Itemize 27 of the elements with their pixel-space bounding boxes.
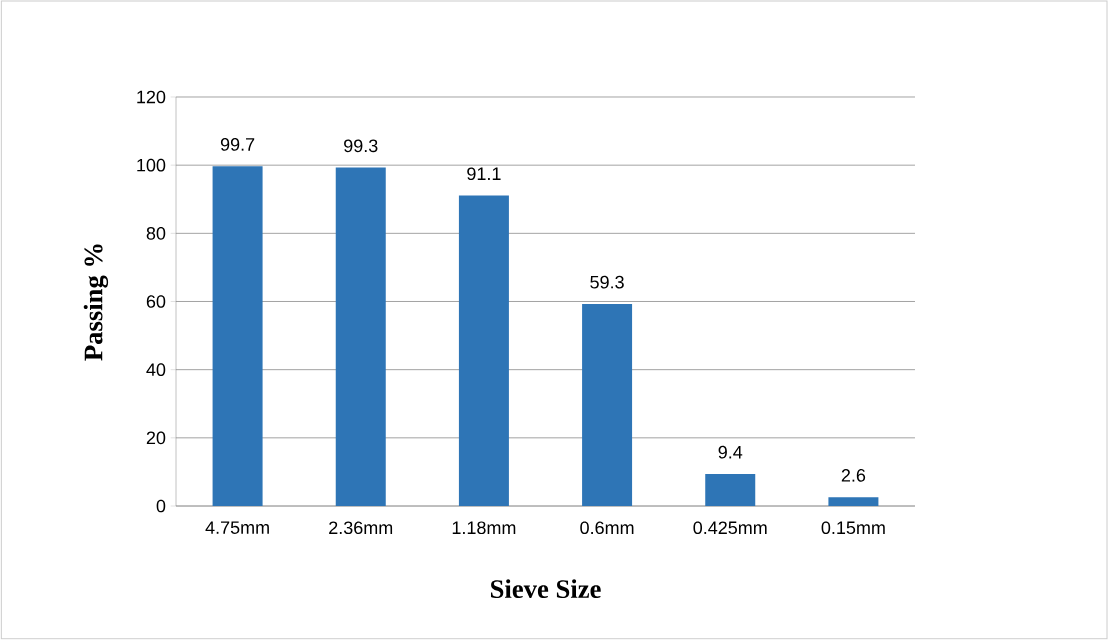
x-tick-label: 0.6mm [580,521,634,535]
x-axis-title: Sieve Size [491,579,601,599]
y-tick-label: 80 [146,226,166,240]
bar [705,473,756,506]
y-tick-label: 0 [156,499,166,513]
x-tick-label: 2.36mm [329,521,393,535]
y-tick-label: 120 [137,90,166,104]
x-tick-label: 0.15mm [821,521,885,535]
data-label: 99.7 [220,138,255,151]
y-tick-label: 40 [146,363,166,377]
bar [458,195,509,506]
data-label: 91.1 [467,167,501,181]
bar [582,303,633,506]
data-label: 9.4 [718,445,743,459]
y-tick-label: 100 [137,158,166,172]
data-label: 99.3 [344,139,378,153]
bar [828,497,879,506]
data-label: 59.3 [590,275,624,289]
bar [335,167,386,506]
data-label: 2.6 [841,469,866,482]
x-tick-label: 0.425mm [693,521,767,535]
y-tick-label: 20 [146,431,166,445]
x-tick-label: 1.18mm [452,521,516,535]
y-axis-title: Passing % [83,244,109,361]
x-tick-label: 4.75mm [205,521,269,534]
bar [212,166,263,506]
y-tick-label: 60 [146,295,166,308]
